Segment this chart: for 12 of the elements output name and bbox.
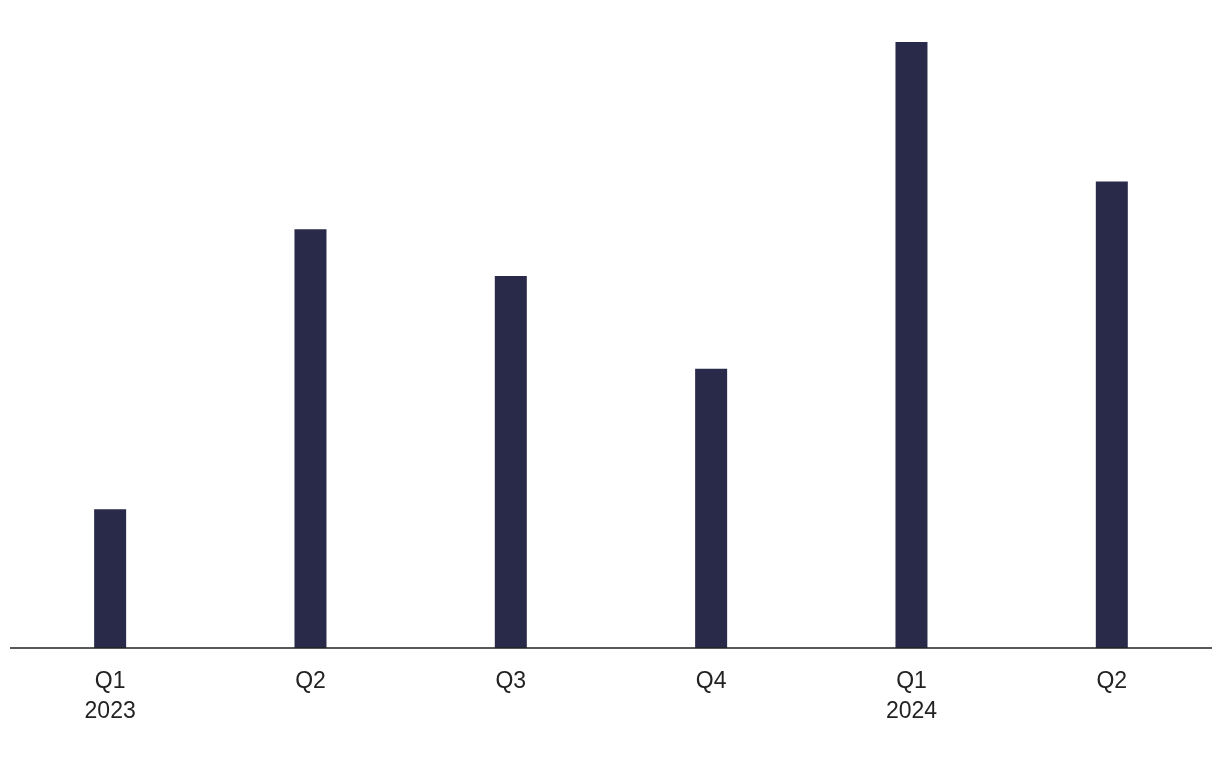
x-tick-label: Q3	[495, 667, 527, 693]
bar	[695, 368, 728, 648]
bar	[94, 509, 127, 648]
bar	[895, 42, 928, 648]
bar	[294, 229, 327, 648]
bar	[494, 275, 527, 648]
bar	[1095, 181, 1128, 648]
x-tick-label: Q2	[295, 667, 326, 693]
x-tick-label: Q1 2023	[84, 667, 136, 723]
x-tick-label: Q2	[1096, 667, 1128, 693]
x-tick-label: Q4	[695, 667, 727, 693]
x-tick-label: Q1 2024	[885, 667, 938, 723]
